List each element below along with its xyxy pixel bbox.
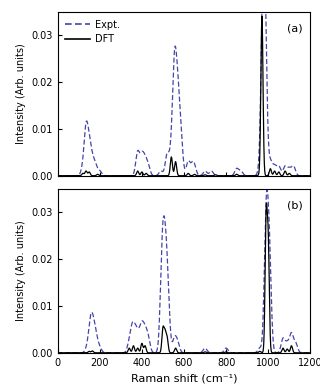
Expt.: [308, 173, 312, 178]
DFT: [152, 173, 156, 178]
Line: Expt.: Expt.: [58, 0, 310, 176]
Y-axis label: Intensity (Arb. units): Intensity (Arb. units): [16, 220, 26, 321]
Expt.: [56, 173, 60, 178]
DFT: [56, 350, 60, 355]
Expt.: [207, 350, 211, 355]
DFT: [260, 14, 264, 18]
Text: (b): (b): [287, 200, 303, 211]
Expt.: [244, 173, 248, 178]
DFT: [308, 173, 312, 178]
Expt.: [152, 350, 156, 355]
DFT: [207, 350, 211, 355]
Expt.: [220, 173, 224, 178]
Line: DFT: DFT: [58, 203, 310, 353]
DFT: [265, 201, 268, 205]
Expt.: [244, 350, 248, 355]
DFT: [152, 350, 156, 355]
DFT: [101, 350, 105, 355]
Expt.: [56, 350, 60, 355]
X-axis label: Raman shift (cm⁻¹): Raman shift (cm⁻¹): [131, 373, 237, 383]
Line: Expt.: Expt.: [58, 190, 310, 353]
Expt.: [308, 350, 312, 355]
Expt.: [220, 350, 224, 355]
Y-axis label: Intensity (Arb. units): Intensity (Arb. units): [16, 44, 26, 144]
Expt.: [152, 173, 156, 178]
Expt.: [101, 173, 105, 178]
DFT: [220, 173, 224, 178]
DFT: [244, 350, 248, 355]
DFT: [101, 173, 105, 178]
DFT: [207, 173, 211, 178]
Text: (a): (a): [287, 23, 303, 33]
DFT: [220, 350, 224, 355]
Expt.: [207, 171, 211, 175]
DFT: [308, 350, 312, 355]
DFT: [264, 243, 268, 248]
Expt.: [265, 187, 269, 192]
Expt.: [101, 350, 105, 354]
DFT: [56, 173, 60, 178]
Legend: Expt., DFT: Expt., DFT: [62, 16, 123, 47]
DFT: [244, 173, 248, 178]
Line: DFT: DFT: [58, 16, 310, 176]
DFT: [264, 173, 268, 178]
Expt.: [264, 217, 268, 221]
